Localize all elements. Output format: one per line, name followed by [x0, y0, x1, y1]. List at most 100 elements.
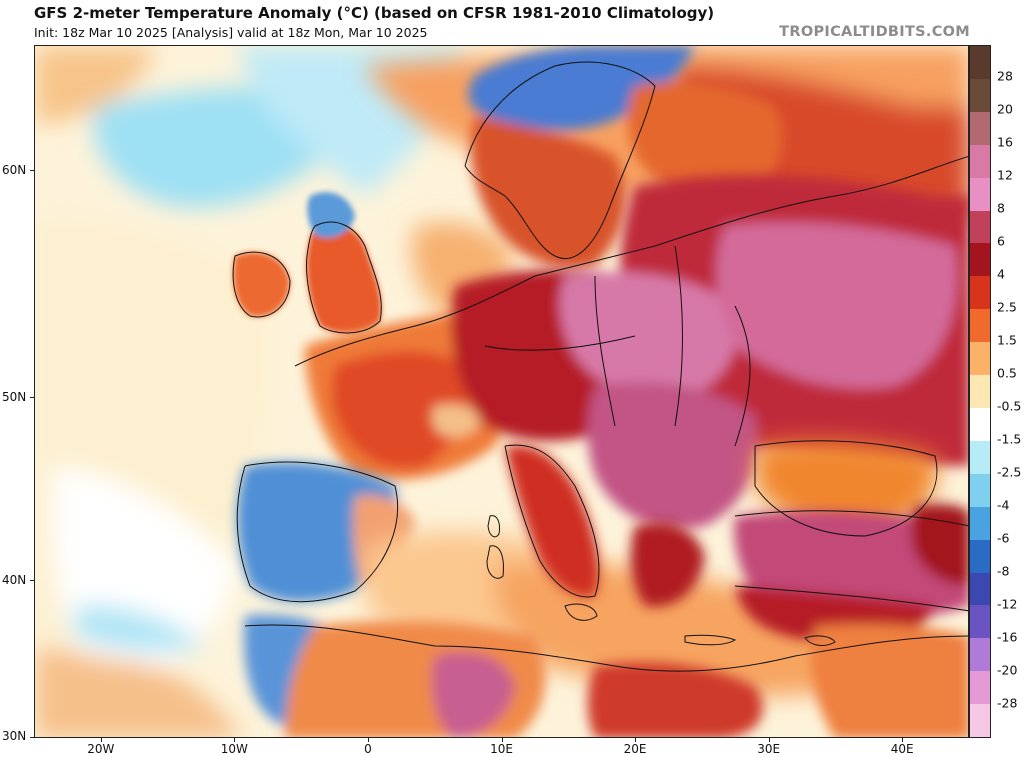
coastline-turkey	[734, 510, 968, 612]
legend-swatch	[970, 111, 990, 145]
coastline-black-sea	[754, 440, 938, 537]
legend-swatch	[970, 46, 990, 79]
coastline-north-africa	[244, 624, 968, 672]
legend-label: -2.5	[997, 464, 1022, 480]
legend-label: -20	[997, 662, 1018, 678]
scandinavia-mid	[471, 116, 626, 269]
caucasus-red	[911, 504, 968, 586]
legend-label: 6	[997, 233, 1005, 249]
poland-pink	[559, 272, 738, 397]
legend-swatch	[970, 78, 990, 112]
middle-east-warm	[811, 624, 968, 737]
legend-swatch	[970, 473, 990, 507]
france-hot	[331, 351, 468, 469]
latitude-tick	[30, 396, 34, 398]
legend-label: -6	[997, 530, 1010, 546]
legend-label: 20	[997, 101, 1013, 117]
legend-label: 4	[997, 266, 1005, 282]
legend-swatch	[970, 210, 990, 244]
coastline-iberia	[236, 461, 399, 603]
island-sardinia	[486, 545, 504, 579]
legend-swatch	[970, 506, 990, 540]
longitude-tick	[100, 738, 102, 742]
longitude-tick	[367, 738, 369, 742]
legend-swatch	[970, 440, 990, 474]
ireland	[233, 252, 290, 317]
legend-label: -1.5	[997, 431, 1022, 447]
legend-swatch	[970, 243, 990, 277]
legend-swatch	[970, 572, 990, 606]
anomaly-map-canvas	[35, 46, 968, 737]
alps-cold-spot	[432, 404, 480, 438]
legend-swatch	[970, 638, 990, 672]
longitude-label: 30E	[757, 742, 781, 756]
border-central	[484, 245, 751, 447]
great-britain	[306, 222, 382, 333]
legend-swatch	[970, 375, 990, 408]
latitude-label: 60N	[2, 163, 27, 178]
atlantic-cool-strip	[75, 605, 205, 652]
island-corsica	[487, 515, 500, 538]
longitude-label: 0	[364, 742, 372, 756]
scandinavia-cold	[468, 46, 695, 131]
latitude-tick	[30, 579, 34, 581]
coastline-ireland	[232, 251, 291, 318]
finland-warm	[627, 82, 783, 206]
latitude-tick	[30, 170, 34, 172]
coastline-scandinavia	[464, 61, 656, 259]
legend-label: 8	[997, 200, 1005, 216]
coastline-continent	[294, 156, 968, 367]
legend-swatch	[970, 671, 990, 705]
legend-swatch	[970, 342, 990, 376]
island-crete	[684, 634, 737, 646]
italy-hot	[505, 445, 599, 597]
legend-label: 0.5	[997, 365, 1017, 381]
longitude-label: 20W	[87, 742, 115, 756]
longitude-label: 10E	[490, 742, 513, 756]
longitude-tick	[501, 738, 503, 742]
legend-label: -8	[997, 563, 1010, 579]
libya-hot	[587, 662, 763, 737]
latitude-label: 50N	[2, 389, 27, 404]
legend-label: 1.5	[997, 332, 1017, 348]
legend-label: 12	[997, 167, 1013, 183]
legend-label: 2.5	[997, 299, 1017, 315]
legend-swatch	[970, 704, 990, 738]
legend-swatch	[970, 407, 990, 441]
latitude-label: 40N	[2, 572, 27, 587]
legend-label: -12	[997, 596, 1018, 612]
legend-label: 28	[997, 68, 1013, 84]
atlantic-warm-sw	[35, 646, 244, 737]
longitude-label: 20E	[623, 742, 647, 756]
latitude-tick	[30, 737, 34, 738]
island-sicily	[564, 603, 598, 621]
greece-red	[630, 522, 705, 607]
legend-label: 16	[997, 134, 1013, 150]
island-cyprus	[804, 635, 836, 646]
anomaly-map[interactable]	[34, 45, 969, 738]
brand-watermark: TROPICALTIDBITS.COM	[779, 24, 970, 40]
legend-swatch	[970, 177, 990, 211]
legend-swatch	[970, 605, 990, 639]
longitude-label: 10W	[220, 742, 248, 756]
coastline-italy	[504, 444, 600, 598]
map-title: GFS 2-meter Temperature Anomaly (°C) (ba…	[34, 4, 715, 22]
legend-label: -28	[997, 695, 1018, 711]
scotland-cold	[307, 192, 355, 238]
legend-swatch	[970, 276, 990, 310]
map-subtitle: Init: 18z Mar 10 2025 [Analysis] valid a…	[34, 25, 428, 40]
legend-label: -16	[997, 629, 1018, 645]
longitude-tick	[768, 738, 770, 742]
legend-swatch	[970, 309, 990, 343]
coastline-britain	[306, 221, 382, 334]
legend-swatch	[970, 144, 990, 178]
longitude-label: 40E	[890, 742, 914, 756]
longitude-tick	[234, 738, 236, 742]
balkans-mauve	[587, 382, 758, 529]
atlantic-cool-upper-left	[35, 46, 155, 126]
latitude-label: 30N	[2, 729, 27, 743]
color-legend	[969, 45, 991, 738]
legend-label: -0.5	[997, 398, 1022, 414]
sahara-pink	[432, 652, 515, 737]
ukraine-pink	[716, 222, 958, 389]
